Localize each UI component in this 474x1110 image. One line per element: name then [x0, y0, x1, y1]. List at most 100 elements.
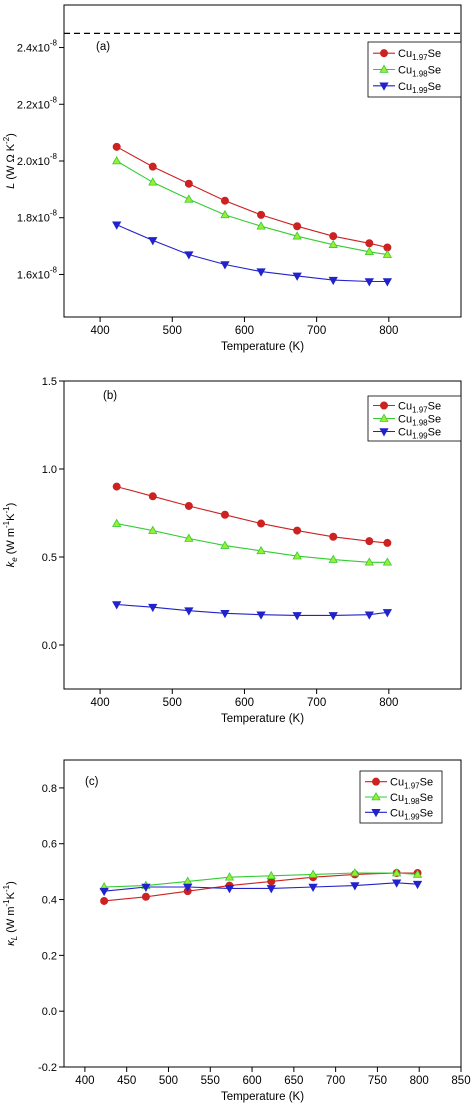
- data-point-series-3: [112, 221, 122, 230]
- legend-text: Se: [420, 777, 433, 789]
- data-point-series-2: [364, 246, 374, 256]
- data-point-series-2: [308, 869, 318, 878]
- legend-subscript: 1.97: [404, 782, 420, 791]
- data-point-series-1: [112, 482, 121, 491]
- legend-text: Cu: [398, 48, 412, 60]
- legend-text: Cu: [398, 65, 412, 77]
- data-point-series-2: [256, 545, 266, 555]
- data-point-series-3: [183, 883, 193, 892]
- legend-subscript: 1.98: [412, 70, 428, 79]
- legend-text: Se: [428, 48, 441, 60]
- y-tick-label: 2.4x10-8: [17, 39, 58, 55]
- legend-label-3: Cu1.99Se: [398, 427, 441, 441]
- data-point-series-1: [293, 526, 302, 535]
- legend-text: Cu: [398, 427, 412, 439]
- legend-subscript: 1.98: [412, 419, 428, 428]
- series-line-3: [116, 603, 388, 616]
- y-tick-label: 0.6: [42, 839, 57, 851]
- chart-panel-2: 400 500 600 700 800 0.0 0.5 1.0 1.5 Temperature (…: [2, 376, 462, 725]
- legend-subscript: 1.99: [412, 86, 428, 95]
- data-point-series-3: [148, 603, 158, 613]
- data-point-series-1: [293, 222, 302, 231]
- y-axis-sup: -1: [2, 520, 11, 528]
- x-axis-title: Temperature (K): [221, 713, 304, 725]
- x-axis-title: Temperature (K): [221, 341, 304, 353]
- data-point-series-2: [328, 239, 338, 248]
- legend-marker-3: [379, 82, 389, 91]
- x-tick-label: 400: [90, 697, 109, 709]
- data-point-series-3: [292, 272, 302, 281]
- y-axis-sup: -1: [2, 899, 11, 907]
- legend-marker-1: [379, 49, 388, 58]
- data-point-series-1: [220, 510, 229, 519]
- y-tick-exponent: -8: [50, 209, 58, 218]
- data-point-series-1: [184, 501, 193, 510]
- y-tick-label: 1.5: [42, 376, 57, 388]
- plot-frame: [63, 380, 462, 690]
- y-tick-label: 0.4: [42, 895, 57, 907]
- y-tick-exponent: -8: [50, 39, 58, 48]
- data-point-series-3: [382, 278, 393, 287]
- data-point-series-3: [184, 251, 194, 260]
- legend-label-2: Cu1.98Se: [398, 65, 441, 79]
- x-tick-label: 800: [379, 325, 398, 337]
- y-axis-symbol: L: [5, 183, 17, 189]
- data-point-series-1: [184, 179, 193, 188]
- legend-text: Cu: [398, 81, 412, 93]
- y-axis-title: κL (W m-1K-1): [2, 881, 19, 946]
- x-tick-label: 500: [163, 325, 182, 337]
- legend-label-2: Cu1.98Se: [390, 792, 433, 806]
- data-point-series-1: [329, 532, 338, 541]
- y-axis-units-end: ): [5, 881, 17, 885]
- legend-marker-1: [371, 777, 380, 786]
- legend-text: Se: [428, 65, 441, 77]
- data-point-series-3: [148, 237, 158, 246]
- y-tick-label: 2.0x10-8: [17, 152, 58, 168]
- x-tick-label: 450: [117, 1075, 136, 1087]
- series-line-2: [116, 160, 388, 256]
- chart-panel-3: 400 450 500 550 600 650 700 750 800 850 -0.2 0.0 0.2…: [2, 759, 471, 1103]
- data-point-series-3: [256, 611, 266, 620]
- data-point-series-2: [220, 540, 230, 549]
- y-tick-mantissa: 1.8x10: [17, 213, 50, 225]
- legend-label-1: Cu1.97Se: [398, 48, 441, 62]
- data-point-series-3: [328, 612, 338, 621]
- data-point-series-3: [412, 880, 423, 890]
- legend-subscript: 1.97: [412, 406, 428, 415]
- data-point-series-3: [292, 612, 302, 621]
- data-point-series-2: [148, 177, 158, 186]
- data-point-series-2: [184, 533, 194, 542]
- data-point-series-2: [412, 869, 423, 878]
- legend-label-1: Cu1.97Se: [398, 401, 441, 415]
- y-tick-mantissa: 2.4x10: [17, 43, 50, 55]
- x-tick-label: 400: [75, 1075, 94, 1087]
- legend-text: Se: [420, 792, 433, 804]
- legend-marker-3: [371, 809, 381, 818]
- y-tick-label: 0.0: [42, 1006, 57, 1018]
- legend-text: Se: [428, 414, 441, 426]
- panel-label: (c): [85, 776, 99, 788]
- y-tick-mantissa: 1.6x10: [17, 269, 50, 281]
- y-tick-exponent: -8: [50, 265, 58, 274]
- x-tick-label: 500: [159, 1075, 178, 1087]
- legend-text: Se: [428, 401, 441, 413]
- y-axis-units: (W Ω K: [5, 143, 17, 182]
- legend-subscript: 1.99: [412, 432, 428, 441]
- data-point-series-3: [256, 268, 266, 277]
- x-tick-label: 500: [163, 697, 182, 709]
- data-point-series-3: [391, 879, 402, 888]
- data-point-series-2: [292, 231, 302, 240]
- panel-label: (a): [96, 41, 110, 53]
- legend-text: Cu: [390, 807, 404, 819]
- y-tick-label: 0.5: [42, 552, 57, 564]
- data-point-series-1: [148, 492, 157, 501]
- data-point-series-2: [112, 518, 122, 527]
- data-point-series-3: [308, 883, 318, 892]
- y-axis-symbol: k: [5, 561, 17, 567]
- y-axis-symbol: κ: [5, 940, 17, 946]
- y-axis-units: (W m: [5, 906, 17, 935]
- data-point-series-1: [383, 538, 392, 547]
